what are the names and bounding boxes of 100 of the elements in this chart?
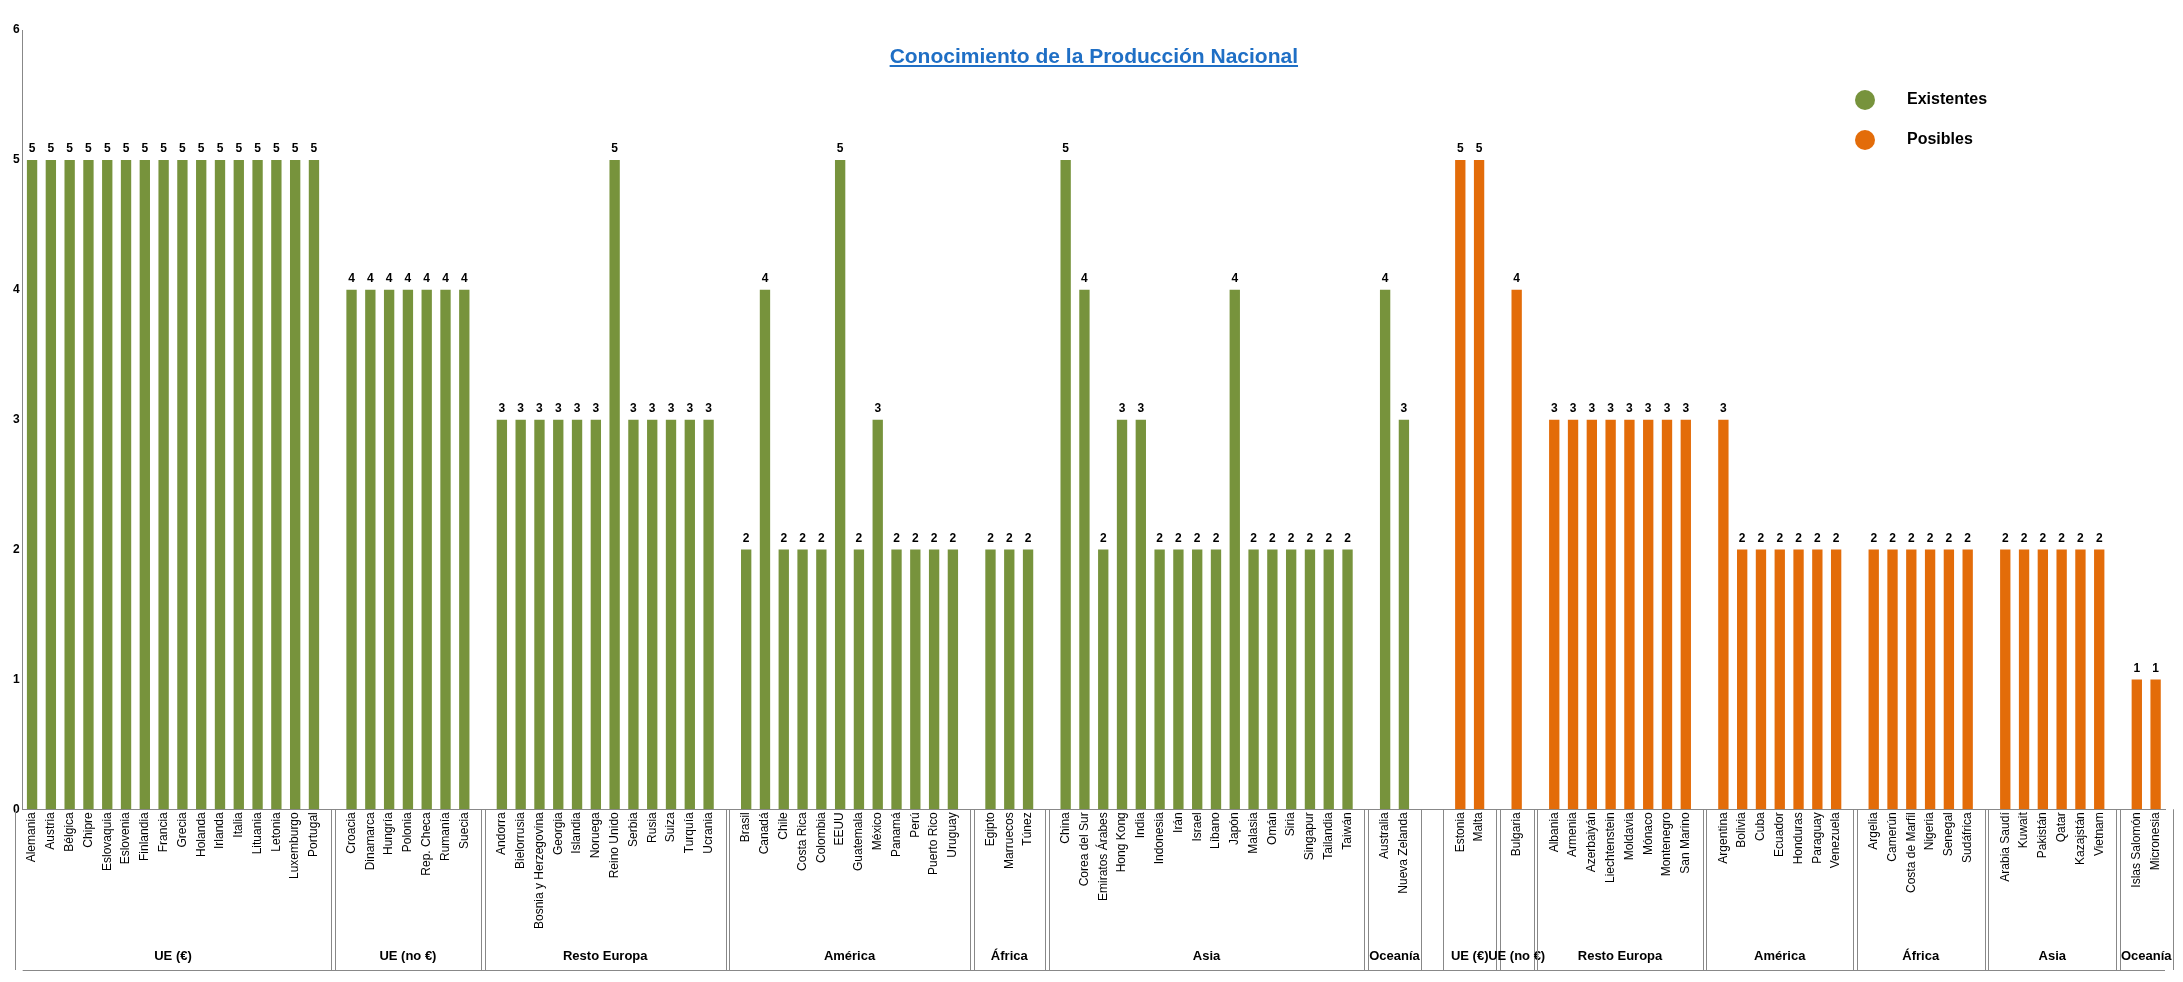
x-tick-label: Holanda — [193, 811, 208, 857]
data-label: 4 — [1513, 271, 1521, 286]
x-tick-label: Nigeria — [1922, 811, 1937, 851]
bar — [1962, 549, 1973, 810]
bar — [2131, 679, 2142, 810]
bar — [928, 549, 940, 810]
bar — [1943, 549, 1955, 810]
bar — [1173, 549, 1184, 810]
bar — [1022, 549, 1034, 810]
bar — [214, 159, 226, 810]
x-tick-label: Montenegro — [1659, 811, 1674, 877]
bar — [346, 289, 357, 810]
text: Resto Europa — [1577, 947, 1664, 963]
x-tick-label: Irlanda — [212, 811, 227, 849]
x-tick-label: Australia — [1377, 811, 1392, 859]
data-label: 3 — [554, 400, 562, 415]
data-label: 3 — [1569, 400, 1577, 415]
data-label: 2 — [799, 530, 807, 545]
y-tick-label: 1 — [12, 671, 20, 686]
bar — [891, 549, 902, 810]
x-tick-label: Azerbaiyán — [1584, 812, 1599, 873]
bar — [421, 289, 432, 810]
bar — [741, 549, 752, 810]
bar — [1906, 549, 1917, 810]
data-label: 3 — [592, 400, 600, 415]
x-tick-label: Dinamarca — [362, 811, 377, 871]
text: América — [823, 947, 876, 963]
data-label: 2 — [1156, 530, 1164, 545]
data-label: 2 — [1776, 530, 1784, 545]
bar — [383, 289, 395, 810]
data-label: 2 — [2001, 530, 2009, 545]
data-label: 3 — [1626, 400, 1634, 415]
x-tick-label: Chipre — [80, 811, 95, 848]
bar — [1737, 549, 1748, 810]
x-tick-label: México — [870, 811, 885, 851]
x-tick-label: Brasil — [738, 812, 753, 843]
x-tick-label: Serbia — [625, 811, 640, 847]
x-tick-label: Ucrania — [700, 811, 715, 854]
data-label: 4 — [460, 271, 468, 286]
x-tick-label: Italia — [231, 811, 246, 838]
data-label: 5 — [85, 141, 93, 156]
x-tick-label: India — [1133, 811, 1148, 839]
data-label: 2 — [2020, 530, 2028, 545]
x-tick-label: Portugal — [306, 812, 321, 857]
x-tick-label: Hungría — [381, 811, 396, 855]
data-label: 5 — [28, 141, 36, 156]
bar — [1643, 419, 1654, 810]
data-label: 3 — [573, 400, 581, 415]
x-tick-label: Argelia — [1866, 811, 1881, 850]
data-label: 4 — [1081, 271, 1089, 286]
x-tick-label: Lituania — [249, 811, 264, 855]
x-tick-label: Turquía — [682, 811, 697, 854]
x-tick-label: Arabia Saudí — [1997, 811, 2012, 882]
x-tick-label: Polonia — [400, 811, 415, 853]
data-label: 2 — [1024, 530, 1032, 545]
data-label: 4 — [404, 271, 412, 286]
x-tick-label: Liechtenstein — [1602, 812, 1617, 883]
x-tick-label: Alemania — [24, 811, 39, 863]
data-label: 2 — [1099, 530, 1107, 545]
bar — [290, 159, 301, 810]
data-label: 5 — [66, 141, 74, 156]
x-tick-label: San Marino — [1678, 811, 1693, 874]
data-label: 5 — [836, 141, 844, 156]
data-label: 2 — [818, 530, 825, 545]
bar — [271, 159, 282, 810]
data-label: 2 — [1889, 530, 1897, 545]
text: América — [1754, 947, 1807, 963]
x-tick-label: Japón — [1227, 812, 1242, 845]
bar — [515, 419, 526, 810]
data-label: 4 — [442, 271, 450, 286]
data-label: 5 — [611, 141, 619, 156]
data-label: 2 — [742, 530, 750, 545]
data-label: 2 — [893, 530, 901, 545]
x-tick-label: Costa de Marfil — [1903, 812, 1918, 893]
data-label: 2 — [1344, 530, 1352, 545]
x-tick-label: Micronesia — [2147, 811, 2162, 871]
x-tick-label: Puerto Rico — [926, 811, 941, 875]
x-tick-label: Finlandia — [137, 811, 152, 861]
bar — [1098, 549, 1109, 810]
data-label: 2 — [1832, 530, 1840, 545]
x-tick-label: Suiza — [663, 811, 678, 843]
bar — [308, 159, 320, 810]
x-tick-label: Estonia — [1452, 811, 1467, 853]
data-label: 4 — [366, 271, 374, 286]
data-label: 5 — [122, 141, 130, 156]
data-label: 4 — [761, 271, 769, 286]
bar — [1304, 549, 1316, 810]
bar — [778, 549, 789, 810]
bar — [628, 419, 639, 810]
text: Asia — [2038, 947, 2067, 963]
x-tick-label: Siria — [1283, 811, 1298, 837]
data-label: 2 — [1287, 530, 1295, 545]
data-label: 2 — [1907, 530, 1915, 545]
bar — [2150, 679, 2161, 810]
data-label: 3 — [1720, 400, 1728, 415]
bar — [1755, 549, 1767, 810]
bar — [853, 549, 865, 810]
data-label: 5 — [1062, 141, 1070, 156]
bar — [759, 289, 771, 810]
text: Oceanía — [2120, 947, 2173, 963]
